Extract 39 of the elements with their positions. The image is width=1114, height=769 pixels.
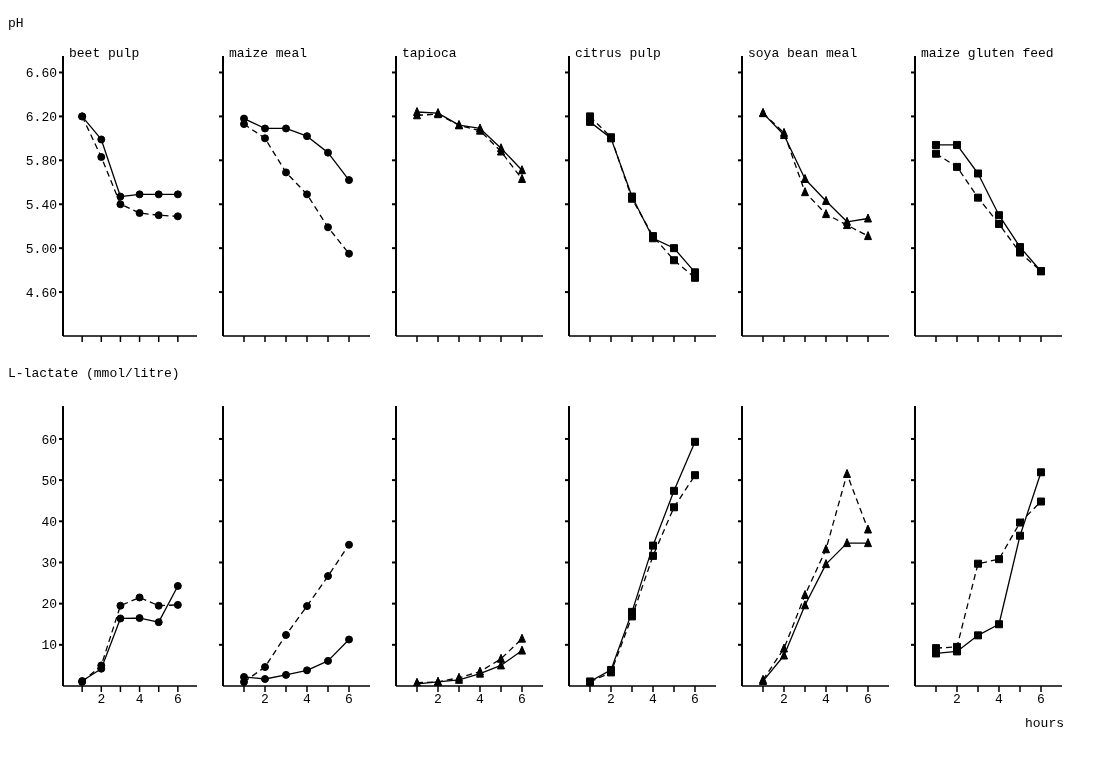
chart-title: soya bean meal [748,46,859,61]
x-tick-label: 4 [135,692,144,708]
x-tick-label: 4 [649,692,658,708]
y-tick-label: 5.80 [25,153,57,169]
chart-title: beet pulp [69,46,141,61]
chart-title: tapioca [402,46,458,61]
y-tick-label: 20 [41,597,57,613]
y-tick-label: 6.60 [25,66,57,82]
x-tick-label: 6 [518,692,526,708]
x-tick-label: 2 [261,692,269,708]
x-tick-label: 2 [780,692,788,708]
chart-title: maize gluten feed [921,46,1055,61]
y-axis-title: L-lactate (mmol/litre) [8,366,180,381]
x-tick-label: 6 [864,692,872,708]
y-tick-label: 50 [41,473,57,489]
chart-title: citrus pulp [575,46,662,61]
x-tick-label: 6 [173,692,182,708]
x-tick-label: 6 [691,692,699,708]
y-tick-label: 60 [41,432,57,448]
x-tick-label: 6 [1037,692,1045,708]
x-tick-label: 4 [476,692,485,708]
y-tick-label: 4.60 [25,285,57,301]
x-tick-label: 4 [995,692,1004,708]
y-tick-label: 5.00 [25,241,57,257]
x-tick-label: 2 [953,692,961,708]
y-tick-label: 40 [41,514,57,530]
x-tick-label: 2 [97,692,106,708]
x-tick-label: 4 [303,692,312,708]
y-tick-label: 6.20 [25,110,57,126]
x-tick-label: 2 [434,692,442,708]
x-tick-label: 2 [607,692,615,708]
x-tick-label: 4 [822,692,831,708]
y-tick-label: 10 [41,638,57,654]
y-tick-label: 30 [41,556,57,572]
chart-title: maize meal [229,46,308,61]
x-tick-label: 6 [345,692,353,708]
y-axis-title: pH [8,16,24,31]
y-tick-label: 5.40 [25,197,57,213]
x-axis-title: hours [1024,716,1065,731]
